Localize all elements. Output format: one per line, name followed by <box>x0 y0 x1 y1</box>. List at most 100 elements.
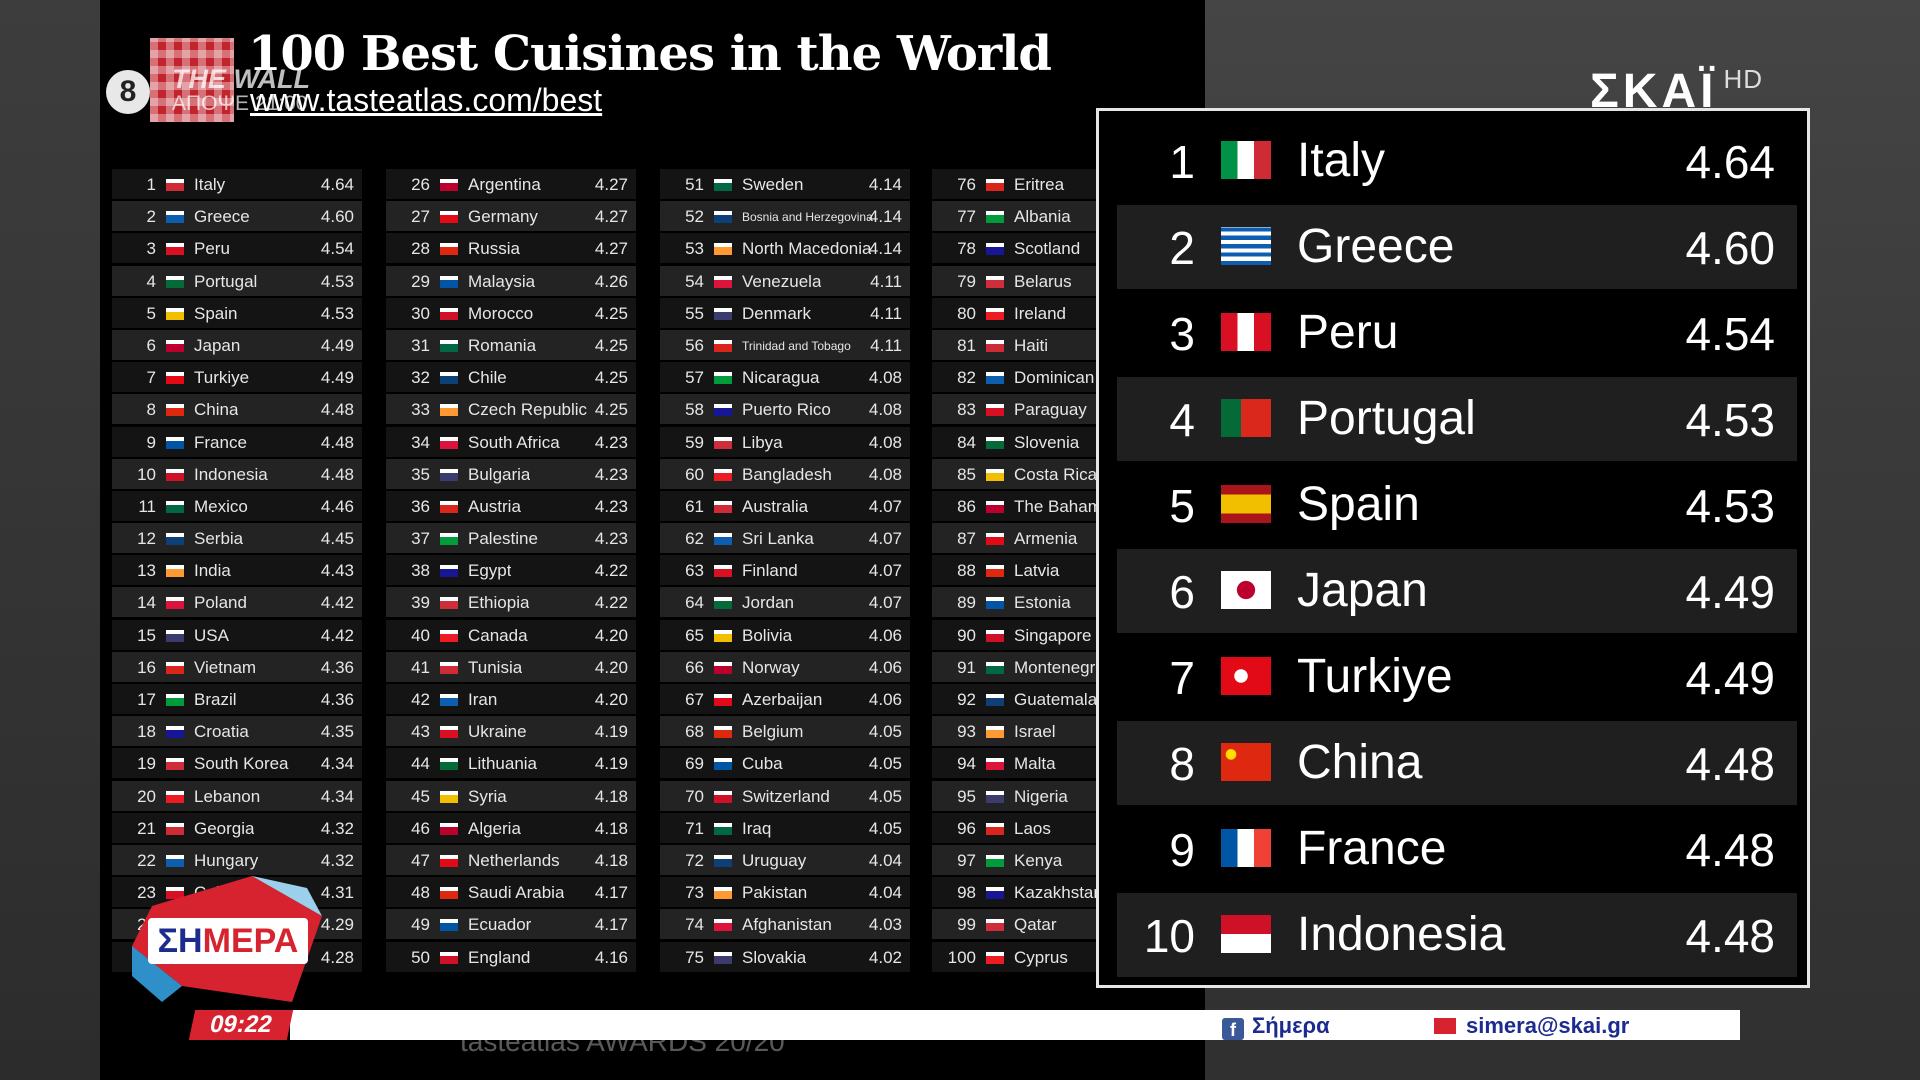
ranking-country: Kazakhstan <box>1014 883 1103 903</box>
ranking-score: 4.46 <box>320 496 354 516</box>
portugal-flag-icon <box>1221 399 1271 437</box>
ranking-row: 50 England 4.16 <box>386 941 636 972</box>
ranking-country: Afghanistan <box>742 915 832 935</box>
country-flag-icon <box>986 887 1004 900</box>
country-flag-icon <box>440 372 458 385</box>
country-flag-icon <box>986 951 1004 964</box>
ranking-score: 4.05 <box>868 754 902 774</box>
ranking-row: 35 Bulgaria 4.23 <box>386 458 636 489</box>
country-flag-icon <box>986 822 1004 835</box>
top10-row: 3 Peru 4.54 <box>1117 291 1797 375</box>
ranking-score: 4.34 <box>320 754 354 774</box>
ranking-country: Italy <box>194 175 226 194</box>
ranking-country: Algeria <box>468 818 521 838</box>
top10-row: 8 China 4.48 <box>1117 721 1797 805</box>
ranking-country: Canada <box>468 625 528 645</box>
country-flag-icon <box>986 919 1004 932</box>
top10-score: 4.48 <box>1685 824 1775 876</box>
ranking-row: 66 Norway 4.06 <box>660 651 910 682</box>
ranking-row: 64 Jordan 4.07 <box>660 587 910 618</box>
ranking-score: 4.06 <box>868 657 902 677</box>
ranking-country: Romania <box>468 335 537 355</box>
mail-icon <box>1434 1018 1456 1034</box>
top10-country: Turkiye <box>1297 650 1453 703</box>
country-flag-icon <box>986 339 1004 352</box>
ranking-rank: 99 <box>957 915 976 935</box>
ranking-row: 90 Singapore <box>932 619 1132 650</box>
ranking-rank: 37 <box>411 529 430 549</box>
ranking-country: Montenegro <box>1014 657 1105 677</box>
ranking-country: Armenia <box>1014 529 1078 549</box>
country-flag-icon <box>440 854 458 867</box>
ranking-country: Uruguay <box>742 850 807 870</box>
ranking-rank: 31 <box>411 335 430 355</box>
ranking-rank: 47 <box>411 850 430 870</box>
country-flag-icon <box>166 822 184 835</box>
country-flag-icon <box>714 500 732 513</box>
ranking-row: 14 Poland 4.42 <box>112 587 362 618</box>
ranking-score: 4.23 <box>594 529 628 549</box>
ranking-country: Saudi Arabia <box>468 883 565 903</box>
country-flag-icon <box>440 887 458 900</box>
ranking-row: 47 Netherlands 4.18 <box>386 844 636 875</box>
ranking-row: 70 Switzerland 4.05 <box>660 780 910 811</box>
studio-background-left <box>0 0 100 1080</box>
facebook-link: f Σήμερα <box>1222 1013 1330 1040</box>
top10-score: 4.54 <box>1685 308 1775 360</box>
ranking-rank: 18 <box>137 722 156 742</box>
top10-country: Japan <box>1297 564 1428 617</box>
ranking-row: 20 Lebanon 4.34 <box>112 780 362 811</box>
country-flag-icon <box>714 951 732 964</box>
ranking-country: India <box>194 561 231 581</box>
ranking-rank: 81 <box>957 335 976 355</box>
ranking-rank: 5 <box>146 303 156 323</box>
ranking-row: 71 Iraq 4.05 <box>660 812 910 843</box>
ranking-row: 16 Vietnam 4.36 <box>112 651 362 682</box>
ranking-rank: 38 <box>411 561 430 581</box>
ranking-row: 33 Czech Republic 4.25 <box>386 394 636 425</box>
ranking-score: 4.18 <box>594 850 628 870</box>
ranking-country: Serbia <box>194 529 244 549</box>
ranking-rank: 83 <box>957 400 976 420</box>
top10-rank: 1 <box>1169 136 1195 188</box>
country-flag-icon <box>440 694 458 706</box>
ranking-score: 4.20 <box>594 690 628 709</box>
ranking-country: Switzerland <box>742 786 830 806</box>
ranking-column: 26 Argentina 4.27 27 Germany 4.27 28 Russia 4.27… <box>386 169 636 974</box>
ranking-rank: 42 <box>411 690 430 709</box>
turkiye-flag-icon <box>1221 657 1271 695</box>
country-flag-icon <box>986 275 1004 288</box>
top10-row: 4 Portugal 4.53 <box>1117 377 1797 461</box>
hd-badge: HD <box>1723 64 1764 94</box>
ranking-row: 29 Malaysia 4.26 <box>386 265 636 296</box>
country-flag-icon <box>166 372 184 385</box>
ranking-row: 2 Greece 4.60 <box>112 201 362 232</box>
france-flag-icon <box>1221 829 1271 867</box>
country-flag-icon <box>714 565 732 578</box>
ranking-score: 4.60 <box>320 207 354 227</box>
ranking-country: Malta <box>1014 754 1056 774</box>
top10-row: 2 Greece 4.60 <box>1117 205 1797 289</box>
ranking-score: 4.02 <box>868 947 902 967</box>
top10-row: 9 France 4.48 <box>1117 807 1797 891</box>
ranking-row: 22 Hungary 4.32 <box>112 844 362 875</box>
ranking-country: Estonia <box>1014 593 1071 613</box>
top10-country: China <box>1297 736 1423 789</box>
ranking-score: 4.08 <box>868 368 902 388</box>
greece-flag-icon <box>1221 227 1271 265</box>
ranking-row: 26 Argentina 4.27 <box>386 169 636 199</box>
ranking-row: 41 Tunisia 4.20 <box>386 651 636 682</box>
country-flag-icon <box>986 211 1004 224</box>
ranking-score: 4.05 <box>868 722 902 742</box>
ranking-row: 3 Peru 4.54 <box>112 233 362 264</box>
ranking-row: 39 Ethiopia 4.22 <box>386 587 636 618</box>
ranking-country: Hungary <box>194 850 259 870</box>
ranking-rank: 74 <box>685 915 704 935</box>
country-flag-icon <box>440 404 458 417</box>
country-flag-icon <box>986 468 1004 481</box>
ranking-country: Brazil <box>194 690 237 709</box>
country-flag-icon <box>440 307 458 320</box>
ranking-country: Scotland <box>1014 239 1081 259</box>
country-flag-icon <box>986 629 1004 642</box>
indonesia-flag-icon <box>1221 915 1271 953</box>
